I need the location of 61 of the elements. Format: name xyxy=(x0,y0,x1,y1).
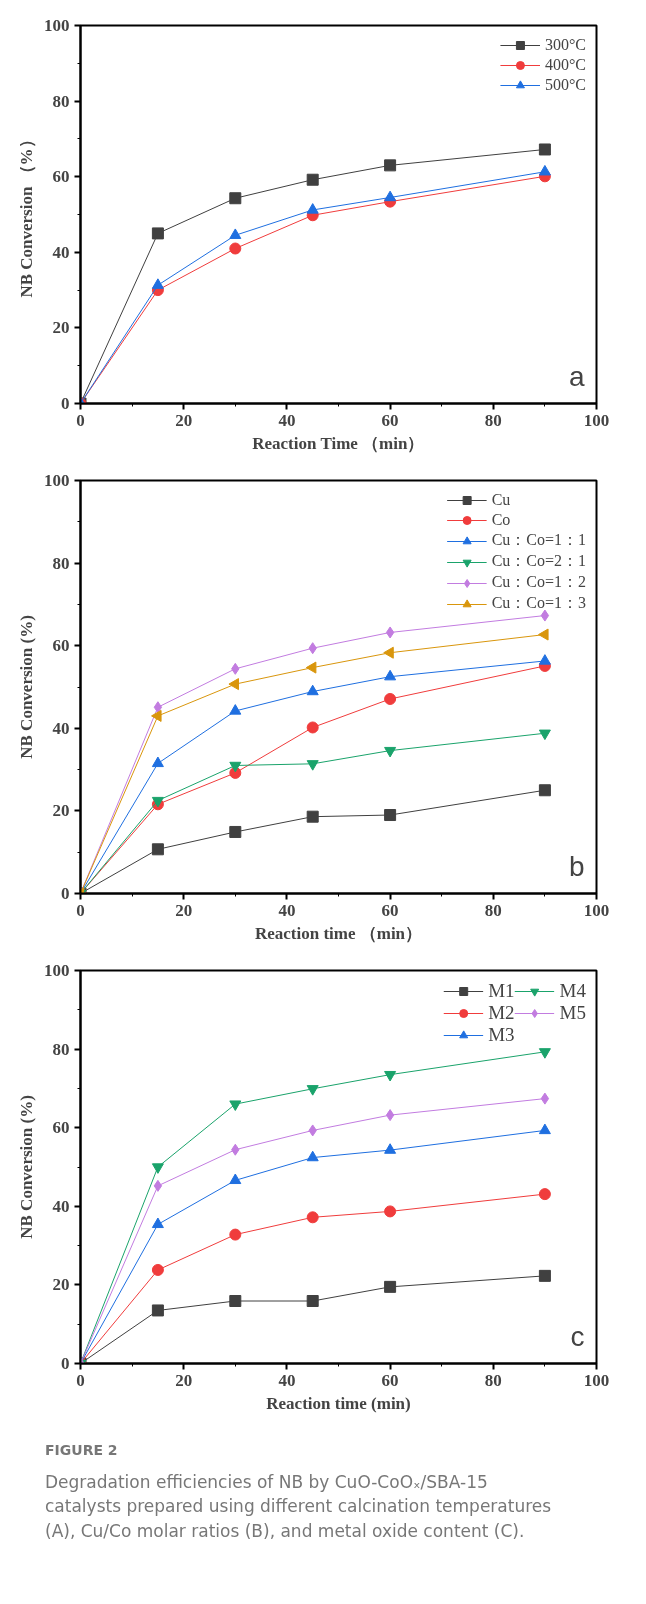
annotation: b xyxy=(568,850,585,882)
y-axis-title: NB Conversion （%） xyxy=(17,131,36,298)
legend-label: M4 xyxy=(559,980,586,1002)
y-tick-label: 40 xyxy=(52,242,70,262)
y-tick-label: 100 xyxy=(44,961,70,980)
x-tick-label: 60 xyxy=(381,410,399,430)
y-tick-label: 80 xyxy=(52,553,70,573)
x-tick-label: 0 xyxy=(76,1370,85,1390)
caption: FIGURE 2 xyxy=(45,1441,118,1460)
y-tick-label: 60 xyxy=(52,167,70,187)
y-axis-title: NB Conversion (%) xyxy=(17,615,36,759)
x-tick-label: 60 xyxy=(381,1370,399,1390)
legend-label: M2 xyxy=(488,1002,515,1024)
x-tick-label: 80 xyxy=(484,1370,502,1390)
y-tick-label: 20 xyxy=(52,318,70,338)
x-axis-title: Reaction time （min） xyxy=(254,923,423,943)
legend-label: 500°C xyxy=(544,76,586,94)
annotation: c xyxy=(570,1320,585,1352)
x-tick-label: 40 xyxy=(278,1370,296,1390)
x-tick-label: 80 xyxy=(484,410,502,430)
legend-label: Cu：Co=1：3 xyxy=(491,593,586,613)
legend-label: Cu：Co=2：1 xyxy=(491,551,586,571)
x-tick-label: 100 xyxy=(583,410,610,430)
x-tick-label: 20 xyxy=(175,410,193,430)
annotation: a xyxy=(568,360,585,392)
x-tick-label: 100 xyxy=(583,1370,610,1390)
legend-label: Cu xyxy=(491,491,512,509)
legend-label: Cu：Co=1：1 xyxy=(491,530,586,550)
x-axis-title: Reaction time (min) xyxy=(266,1393,411,1413)
y-tick-label: 60 xyxy=(52,1118,70,1138)
y-tick-label: 80 xyxy=(52,91,70,111)
y-tick-label: 0 xyxy=(61,394,70,413)
y-axis-title: NB Conversion (%) xyxy=(17,1095,36,1239)
x-tick-label: 40 xyxy=(278,410,296,430)
legend-label: 300°C xyxy=(544,36,586,54)
y-tick-label: 0 xyxy=(61,884,70,903)
legend-label: 400°C xyxy=(544,56,586,74)
x-tick-label: 0 xyxy=(76,900,85,920)
legend-label: M5 xyxy=(559,1002,586,1024)
legend-label: Co xyxy=(491,511,512,529)
y-tick-label: 0 xyxy=(61,1354,70,1373)
y-tick-label: 100 xyxy=(44,471,70,490)
y-tick-label: 20 xyxy=(52,801,70,821)
legend-label: Cu：Co=1：2 xyxy=(491,572,586,592)
y-tick-label: 40 xyxy=(52,1196,70,1216)
x-tick-label: 20 xyxy=(175,900,193,920)
x-tick-label: 60 xyxy=(381,900,399,920)
y-tick-label: 20 xyxy=(52,1275,70,1295)
x-tick-label: 40 xyxy=(278,900,296,920)
legend-label: M1 xyxy=(488,980,515,1002)
y-tick-label: 100 xyxy=(44,16,70,35)
y-tick-label: 40 xyxy=(52,718,70,738)
text: Degradation efficiencies of NB by CuO-CoOₓ/SBA-15 catalysts prepared using different calcination temperatures (A), Cu/Co molar ratios (B), and metal oxide content (C). xyxy=(45,1471,553,1543)
x-axis-title: Reaction Time （min） xyxy=(252,433,425,453)
legend-label: M3 xyxy=(488,1024,515,1046)
x-tick-label: 80 xyxy=(484,900,502,920)
y-tick-label: 80 xyxy=(52,1039,70,1059)
x-tick-label: 20 xyxy=(175,1370,193,1390)
y-tick-label: 60 xyxy=(52,636,70,656)
x-tick-label: 100 xyxy=(583,900,610,920)
x-tick-label: 0 xyxy=(76,410,85,430)
